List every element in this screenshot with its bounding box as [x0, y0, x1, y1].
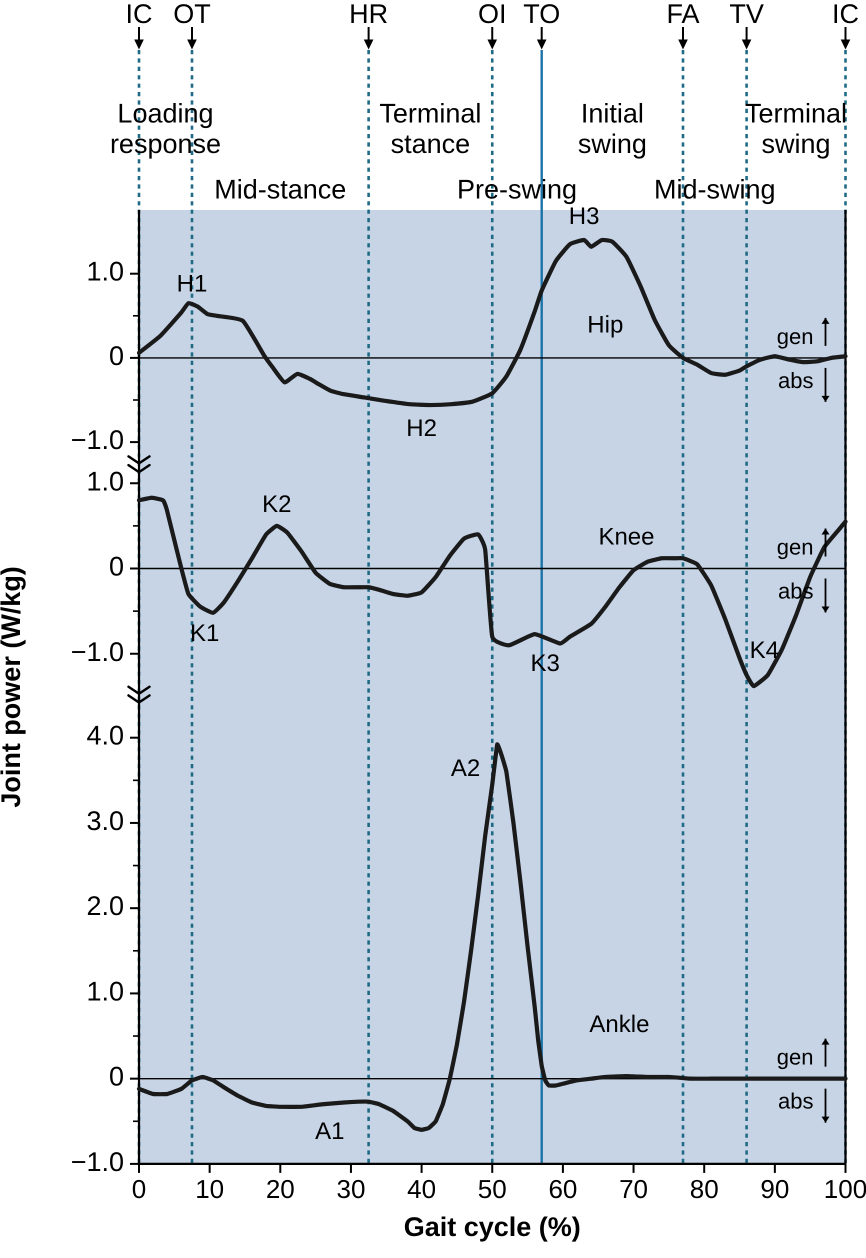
svg-text:swing: swing — [578, 129, 647, 159]
svg-text:TO: TO — [523, 0, 560, 29]
svg-text:A1: A1 — [315, 1118, 344, 1145]
svg-text:Initial: Initial — [581, 98, 644, 128]
svg-text:Terminal: Terminal — [745, 98, 847, 128]
svg-text:HR: HR — [349, 0, 388, 29]
svg-text:FA: FA — [666, 0, 699, 29]
svg-text:gen: gen — [777, 324, 814, 349]
svg-text:0: 0 — [109, 341, 124, 371]
svg-text:IC: IC — [126, 0, 153, 29]
svg-text:abs: abs — [778, 579, 813, 604]
svg-text:Ankle: Ankle — [589, 1011, 649, 1038]
svg-text:0: 0 — [132, 1174, 146, 1204]
svg-text:OI: OI — [478, 0, 507, 29]
svg-text:swing: swing — [762, 129, 831, 159]
svg-text:−1.0: −1.0 — [71, 637, 124, 667]
svg-text:3.0: 3.0 — [86, 806, 124, 836]
svg-text:stance: stance — [391, 129, 471, 159]
svg-text:H1: H1 — [177, 271, 208, 298]
svg-text:gen: gen — [777, 535, 814, 560]
svg-text:Gait cycle (%): Gait cycle (%) — [404, 1212, 581, 1242]
svg-text:0: 0 — [109, 1062, 124, 1092]
svg-text:K4: K4 — [750, 637, 779, 664]
svg-text:K2: K2 — [262, 491, 291, 518]
svg-text:abs: abs — [778, 368, 813, 393]
svg-text:Loading: Loading — [117, 98, 213, 128]
svg-text:Terminal: Terminal — [379, 98, 481, 128]
svg-text:Joint power (W/kg): Joint power (W/kg) — [0, 566, 26, 807]
svg-text:0: 0 — [109, 552, 124, 582]
svg-text:80: 80 — [690, 1174, 719, 1204]
svg-text:gen: gen — [777, 1045, 814, 1070]
svg-text:10: 10 — [195, 1174, 224, 1204]
svg-text:IC: IC — [832, 0, 859, 29]
svg-text:Knee: Knee — [598, 524, 654, 551]
svg-text:20: 20 — [266, 1174, 295, 1204]
svg-text:60: 60 — [548, 1174, 577, 1204]
svg-text:response: response — [110, 129, 221, 159]
svg-text:1.0: 1.0 — [86, 257, 124, 287]
svg-text:Mid-swing: Mid-swing — [654, 175, 776, 205]
svg-text:4.0: 4.0 — [86, 721, 124, 751]
svg-text:30: 30 — [336, 1174, 365, 1204]
svg-text:−1.0: −1.0 — [71, 1147, 124, 1177]
svg-text:Hip: Hip — [587, 312, 623, 339]
svg-text:OT: OT — [173, 0, 211, 29]
svg-text:1.0: 1.0 — [86, 466, 124, 496]
svg-text:TV: TV — [729, 0, 764, 29]
svg-text:−1.0: −1.0 — [71, 425, 124, 455]
svg-text:50: 50 — [478, 1174, 507, 1204]
svg-text:100: 100 — [824, 1174, 866, 1204]
svg-text:A2: A2 — [451, 755, 480, 782]
svg-text:90: 90 — [760, 1174, 789, 1204]
svg-text:H2: H2 — [406, 415, 437, 442]
svg-text:H3: H3 — [569, 203, 600, 230]
svg-text:1.0: 1.0 — [86, 976, 124, 1006]
svg-text:K3: K3 — [531, 650, 560, 677]
svg-text:K1: K1 — [190, 620, 219, 647]
svg-text:2.0: 2.0 — [86, 891, 124, 921]
svg-text:abs: abs — [778, 1089, 813, 1114]
svg-text:70: 70 — [619, 1174, 648, 1204]
svg-text:Mid-stance: Mid-stance — [214, 175, 346, 205]
svg-text:40: 40 — [407, 1174, 436, 1204]
svg-text:Pre-swing: Pre-swing — [457, 175, 577, 205]
